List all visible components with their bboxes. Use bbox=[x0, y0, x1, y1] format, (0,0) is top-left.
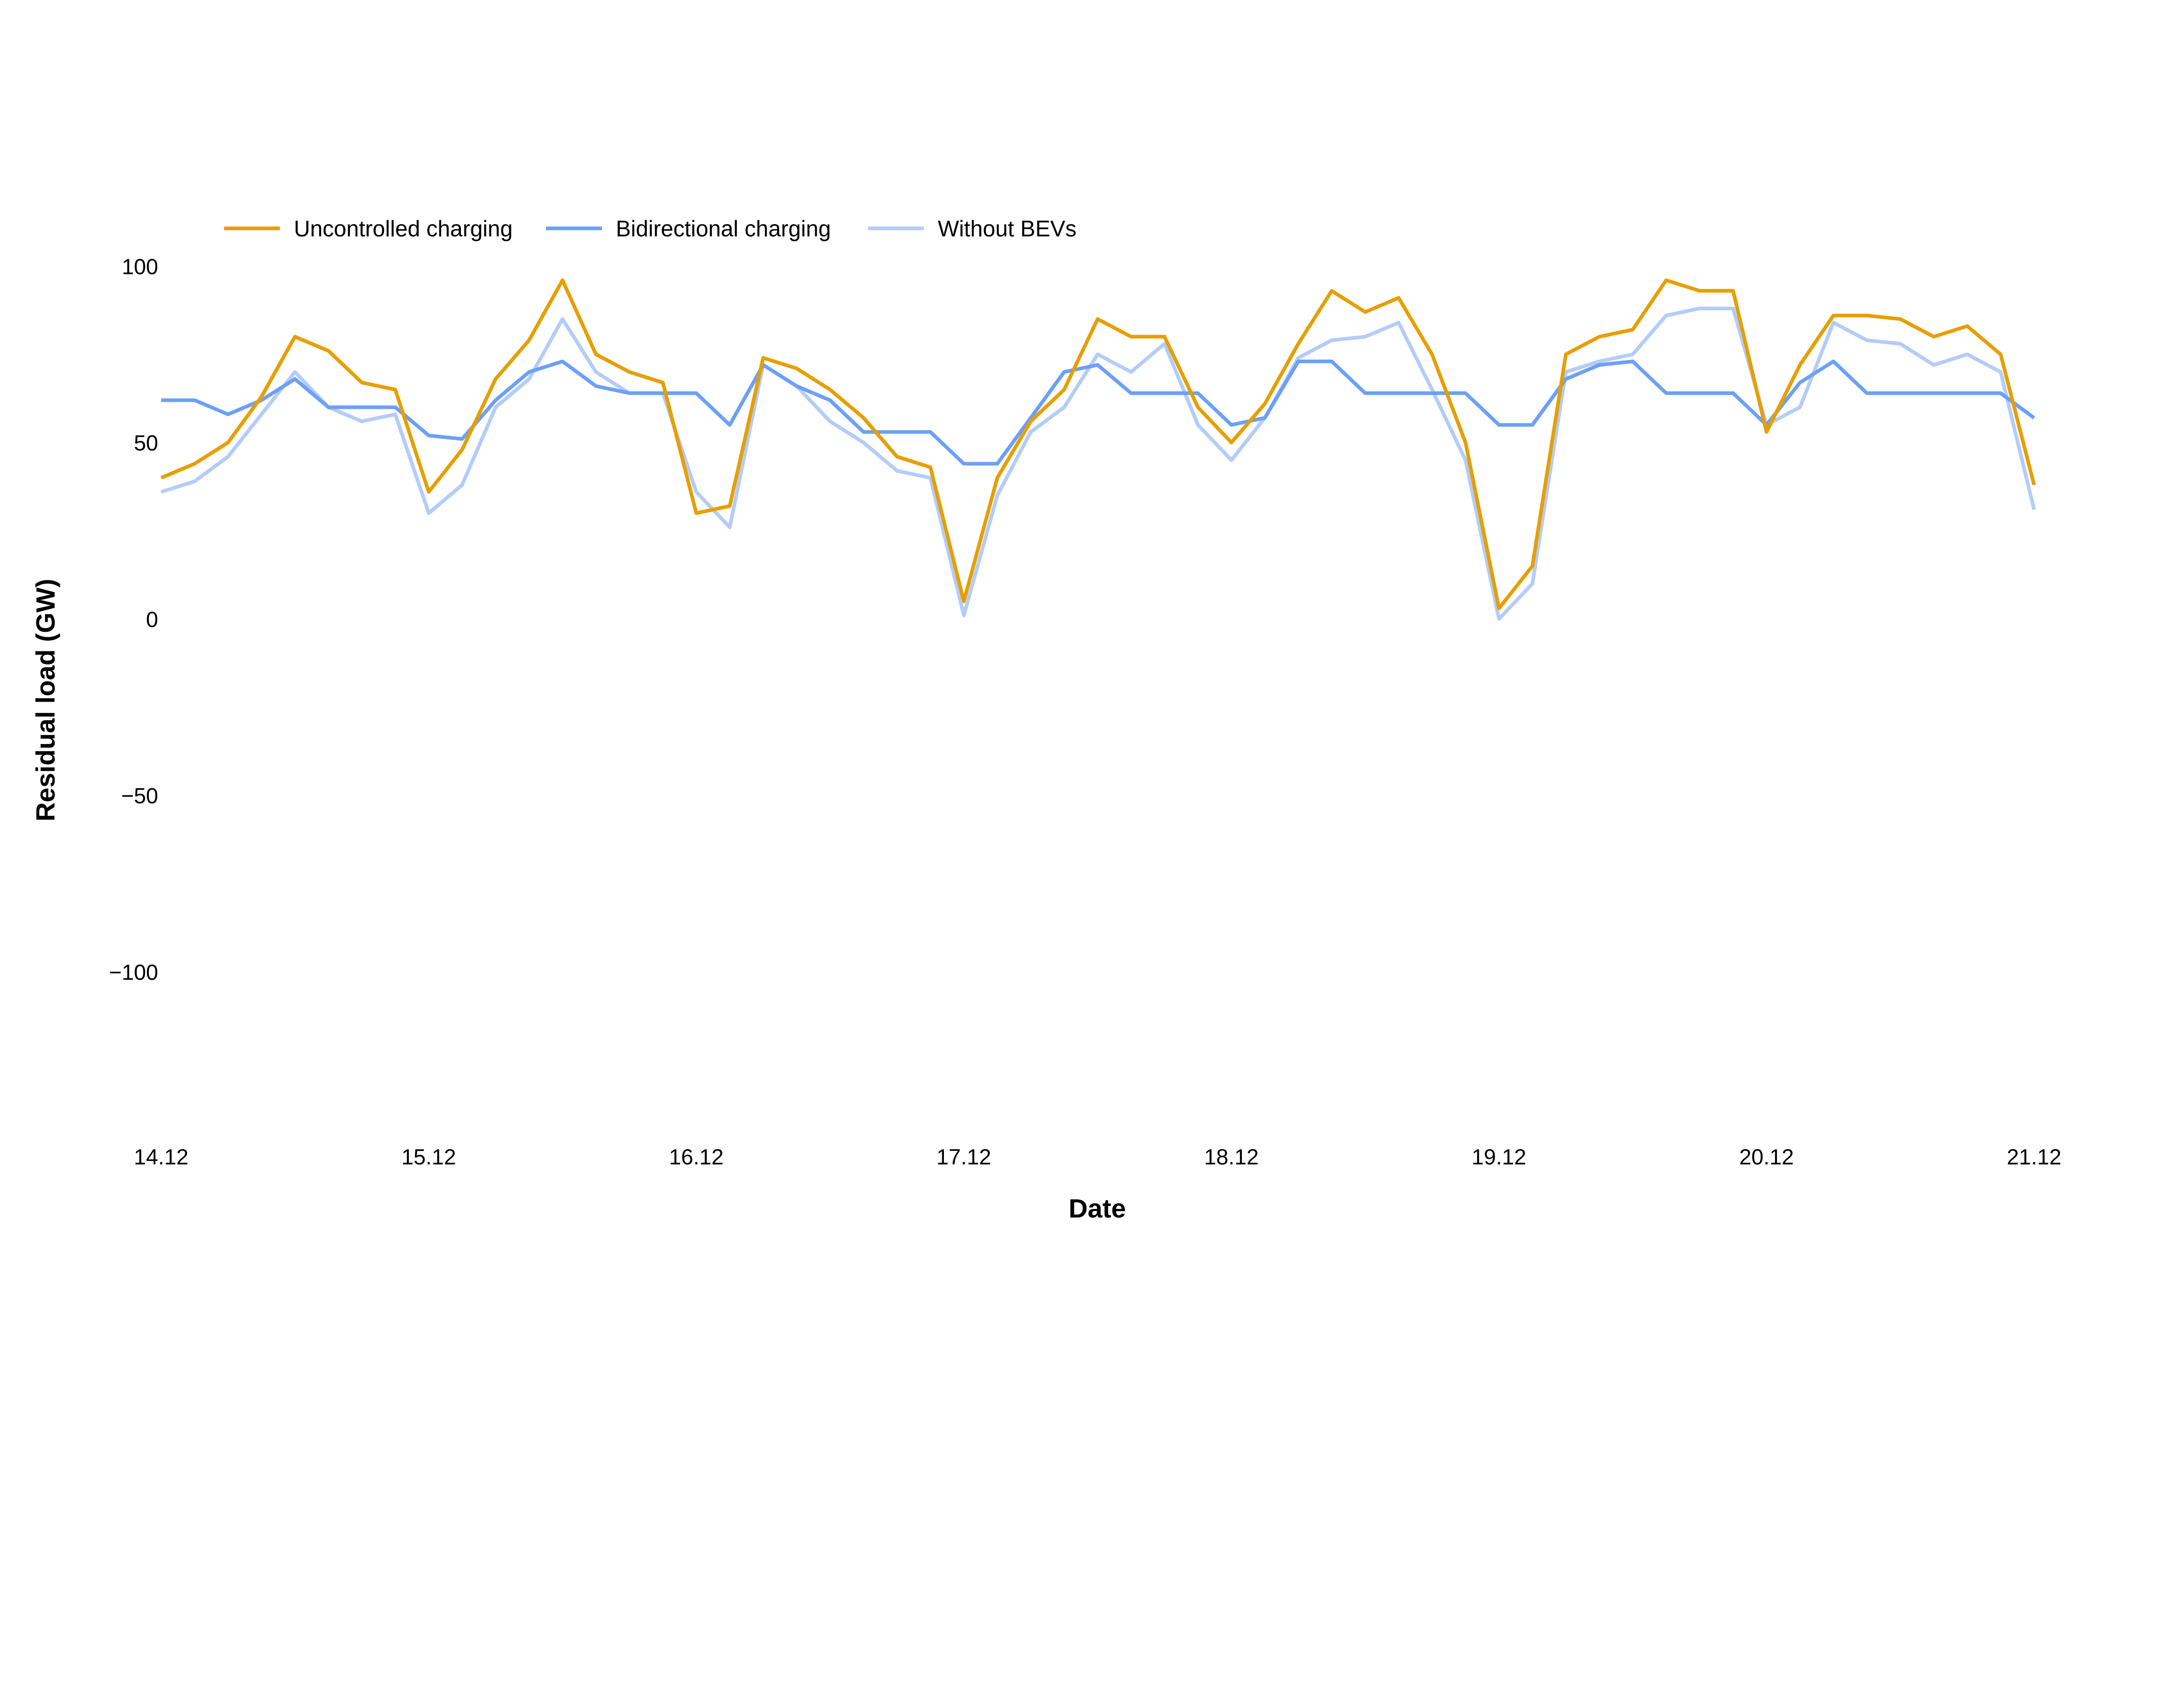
y-axis-ticks: 100 50 0 −50 −100 bbox=[109, 254, 159, 984]
x-tick-label: 14.12 bbox=[134, 1145, 188, 1169]
y-tick-label: −50 bbox=[121, 784, 158, 808]
plot-lines bbox=[160, 278, 2036, 621]
residual-load-chart: Uncontrolled charging Bidirectional charg… bbox=[31, 216, 2061, 1223]
y-tick-label: −100 bbox=[109, 960, 159, 984]
legend-label: Without BEVs bbox=[938, 216, 1077, 241]
x-tick-label: 20.12 bbox=[1739, 1145, 1794, 1169]
x-tick-label: 17.12 bbox=[936, 1145, 991, 1169]
x-tick-label: 18.12 bbox=[1204, 1145, 1259, 1169]
legend-label: Uncontrolled charging bbox=[294, 216, 513, 241]
y-tick-label: 0 bbox=[146, 607, 158, 632]
y-tick-label: 100 bbox=[122, 254, 158, 279]
x-tick-label: 21.12 bbox=[2007, 1145, 2061, 1169]
x-axis-ticks: 14.12 15.12 16.12 17.12 18.12 19.12 20.12 21.12 bbox=[134, 1145, 2061, 1169]
legend-label: Bidirectional charging bbox=[616, 216, 831, 241]
series-line-uncontrolled-charging bbox=[160, 278, 2036, 610]
x-tick-label: 15.12 bbox=[401, 1145, 456, 1169]
legend: Uncontrolled charging Bidirectional charg… bbox=[224, 216, 1077, 241]
x-tick-label: 19.12 bbox=[1472, 1145, 1526, 1169]
y-axis-label: Residual load (GW) bbox=[31, 579, 60, 821]
x-axis-label: Date bbox=[1068, 1193, 1126, 1223]
y-tick-label: 50 bbox=[134, 431, 159, 455]
series-line-without-bevs bbox=[160, 306, 2036, 621]
x-tick-label: 16.12 bbox=[669, 1145, 723, 1169]
